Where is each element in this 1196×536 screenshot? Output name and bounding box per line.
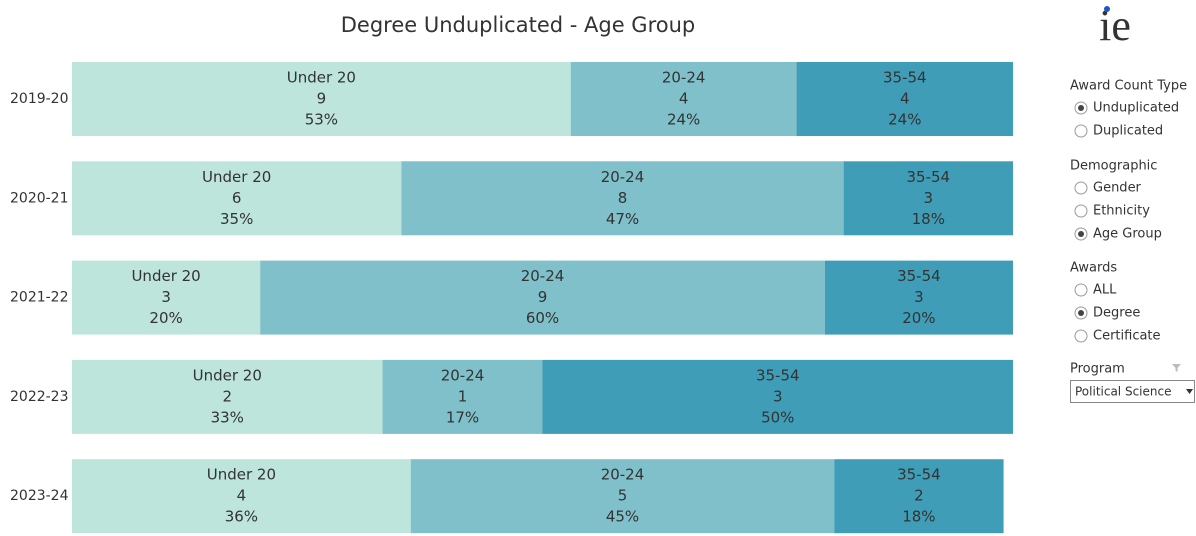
bar-segment — [72, 260, 261, 335]
segment-count: 9 — [317, 90, 327, 108]
dropdown[interactable] — [1070, 380, 1195, 403]
radio[interactable] — [1074, 124, 1088, 138]
segment-percent: 53% — [305, 111, 338, 129]
radio-label[interactable]: Ethnicity — [1093, 204, 1150, 219]
bar-segment — [824, 260, 1013, 335]
radio[interactable] — [1074, 329, 1088, 343]
segment-percent: 60% — [526, 309, 559, 327]
bar-segment — [570, 62, 797, 136]
y-tick-label: 2022-23 — [10, 389, 69, 405]
filter-title: Awards — [1070, 261, 1117, 276]
radio-dot[interactable] — [1078, 310, 1084, 316]
bar-segment — [796, 62, 1013, 136]
y-tick-label: 2020-21 — [10, 190, 69, 206]
segment-count: 3 — [914, 288, 924, 306]
segment-count: 3 — [773, 387, 783, 405]
segment-percent: 24% — [667, 111, 700, 129]
radio-label[interactable]: Unduplicated — [1093, 101, 1179, 116]
filter-title: Program — [1070, 362, 1125, 377]
segment-percent: 35% — [220, 210, 253, 228]
y-tick-label: 2019-20 — [10, 91, 69, 107]
segment-count: 3 — [161, 288, 171, 306]
segment-label: 20-24 — [441, 366, 485, 384]
radio-dot[interactable] — [1078, 105, 1084, 111]
segment-count: 6 — [232, 189, 242, 207]
segment-label: 20-24 — [601, 168, 645, 186]
segment-label: 20-24 — [601, 466, 645, 484]
segment-count: 4 — [900, 90, 910, 108]
radio[interactable] — [1074, 283, 1088, 297]
radio[interactable] — [1074, 204, 1088, 218]
segment-percent: 20% — [902, 309, 935, 327]
bar-segment — [401, 161, 844, 236]
segment-label: 20-24 — [521, 267, 565, 285]
radio-label[interactable]: ALL — [1093, 283, 1117, 298]
filter-title: Award Count Type — [1070, 79, 1187, 94]
radio[interactable] — [1074, 181, 1088, 195]
bar-segment — [542, 359, 1013, 434]
logo: ie — [1099, 1, 1131, 50]
segment-percent: 36% — [225, 508, 258, 526]
segment-count: 1 — [458, 387, 468, 405]
segment-count: 8 — [618, 189, 628, 207]
radio-dot[interactable] — [1078, 231, 1084, 237]
radio-label[interactable]: Gender — [1093, 181, 1142, 196]
segment-label: 20-24 — [662, 69, 706, 87]
filter-title: Demographic — [1070, 159, 1157, 174]
radio-label[interactable]: Certificate — [1093, 329, 1161, 344]
filter-clear-icon[interactable] — [1172, 364, 1181, 372]
radio-label[interactable]: Age Group — [1093, 227, 1162, 242]
segment-label: Under 20 — [193, 366, 262, 384]
dropdown-value[interactable]: Political Science — [1075, 385, 1171, 399]
bar-segment — [72, 359, 383, 434]
segment-count: 9 — [538, 288, 548, 306]
bar-segment — [843, 161, 1013, 236]
bar-segment — [382, 359, 543, 434]
segment-count: 5 — [618, 487, 628, 505]
segment-percent: 47% — [606, 210, 639, 228]
segment-label: 35-54 — [897, 466, 941, 484]
segment-percent: 33% — [211, 408, 244, 426]
segment-percent: 50% — [761, 408, 794, 426]
segment-label: Under 20 — [287, 69, 356, 87]
segment-count: 2 — [222, 387, 232, 405]
segment-count: 3 — [924, 189, 934, 207]
segment-percent: 24% — [888, 111, 921, 129]
bar-segment — [72, 62, 571, 136]
logo-dot — [1104, 6, 1110, 12]
bar-segment — [72, 161, 402, 236]
segment-label: 35-54 — [756, 366, 800, 384]
bar-segment — [410, 459, 835, 534]
y-tick-label: 2023-24 — [10, 488, 69, 504]
segment-label: 35-54 — [883, 69, 927, 87]
segment-percent: 20% — [149, 309, 182, 327]
bar-segment — [834, 459, 1004, 534]
chart-title: Degree Unduplicated - Age Group — [341, 13, 695, 37]
segment-percent: 18% — [902, 508, 935, 526]
segment-percent: 17% — [446, 408, 479, 426]
dropdown-arrow[interactable] — [1186, 389, 1193, 394]
bar-segment — [260, 260, 825, 335]
segment-label: Under 20 — [131, 267, 200, 285]
segment-percent: 18% — [912, 210, 945, 228]
radio-label[interactable]: Degree — [1093, 306, 1140, 321]
bar-segment — [72, 459, 411, 534]
segment-label: 35-54 — [897, 267, 941, 285]
segment-label: 35-54 — [907, 168, 951, 186]
segment-count: 2 — [914, 487, 924, 505]
segment-label: Under 20 — [207, 466, 276, 484]
radio-label[interactable]: Duplicated — [1093, 124, 1163, 139]
segment-count: 4 — [679, 90, 689, 108]
segment-percent: 45% — [606, 508, 639, 526]
y-tick-label: 2021-22 — [10, 290, 69, 306]
segment-label: Under 20 — [202, 168, 271, 186]
segment-count: 4 — [237, 487, 247, 505]
